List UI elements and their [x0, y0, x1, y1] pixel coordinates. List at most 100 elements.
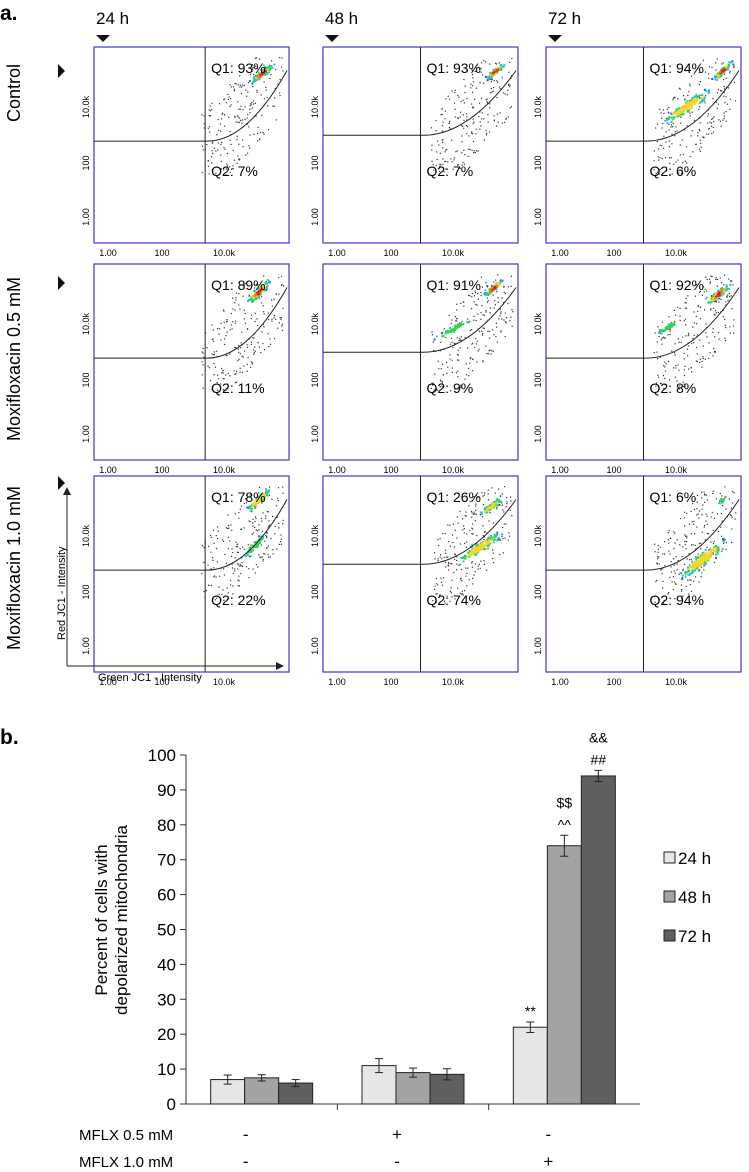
- event-dot-dense: [255, 295, 258, 298]
- event-dot: [239, 108, 241, 110]
- event-dot: [465, 125, 468, 127]
- y-tick-label: 50: [157, 921, 176, 940]
- event-dot: [699, 81, 701, 83]
- event-dot-dense: [500, 65, 502, 68]
- event-dot: [255, 564, 257, 566]
- event-dot-dense: [730, 280, 733, 283]
- event-dot: [213, 362, 215, 365]
- event-dot: [456, 559, 458, 561]
- event-dot: [261, 530, 264, 532]
- event-dot: [435, 388, 437, 390]
- event-dot: [696, 323, 698, 325]
- event-dot: [719, 277, 721, 279]
- event-dot-dense: [494, 72, 497, 75]
- event-dot: [705, 332, 707, 334]
- event-dot: [702, 136, 704, 138]
- event-dot-dense: [485, 508, 488, 511]
- event-dot: [471, 527, 473, 529]
- event-dot: [665, 170, 668, 172]
- event-dot-dense: [695, 558, 698, 561]
- event-dot: [219, 575, 221, 577]
- event-dot-dense: [271, 67, 274, 69]
- event-dot-dense: [253, 79, 255, 82]
- event-dot: [254, 572, 256, 574]
- event-dot-dense: [256, 544, 259, 547]
- event-dot: [227, 527, 229, 530]
- event-dot-dense: [260, 290, 262, 292]
- event-dot: [668, 542, 670, 544]
- event-dot: [447, 556, 449, 558]
- event-dot-dense: [485, 510, 488, 512]
- event-dot: [244, 118, 246, 120]
- event-dot: [227, 547, 229, 550]
- event-dot: [674, 314, 677, 316]
- event-dot: [245, 154, 247, 156]
- event-dot-dense: [720, 74, 723, 77]
- event-dot: [236, 162, 238, 164]
- event-dot: [256, 91, 258, 93]
- event-dot: [449, 524, 451, 526]
- event-dot: [232, 168, 234, 170]
- event-dot: [238, 304, 240, 306]
- event-dot: [496, 63, 498, 65]
- event-dot: [468, 294, 470, 296]
- event-dot: [475, 87, 477, 89]
- event-dot: [217, 142, 219, 144]
- event-dot-dense: [258, 496, 261, 499]
- treatment-label-10: MFLX 1.0 mM: [79, 1154, 173, 1171]
- event-dot-dense: [714, 75, 717, 77]
- event-dot: [668, 112, 670, 114]
- event-dot: [481, 492, 483, 494]
- event-dot: [483, 82, 485, 84]
- event-dot: [707, 115, 709, 117]
- event-dot: [241, 371, 244, 374]
- event-dot: [678, 573, 680, 575]
- row-marker-control: [58, 64, 65, 78]
- event-dot: [213, 353, 216, 355]
- event-dot-dense: [441, 335, 444, 338]
- event-dot-dense: [480, 511, 483, 514]
- event-dot-dense: [478, 547, 481, 550]
- event-dot: [472, 91, 474, 93]
- event-dot: [279, 92, 281, 94]
- event-dot: [476, 340, 478, 342]
- event-dot-dense: [253, 76, 255, 79]
- event-dot: [227, 98, 229, 100]
- event-dot: [691, 130, 693, 132]
- event-dot: [454, 554, 456, 556]
- event-dot-dense: [468, 554, 470, 557]
- event-dot: [681, 588, 683, 591]
- event-dot: [658, 598, 660, 600]
- event-dot: [703, 491, 705, 493]
- event-dot-dense: [482, 548, 485, 551]
- event-dot: [728, 278, 730, 280]
- event-dot: [471, 149, 473, 151]
- event-dot-dense: [715, 545, 717, 548]
- event-dot: [681, 590, 683, 592]
- event-dot-dense: [498, 503, 501, 506]
- event-dot-dense: [257, 76, 260, 79]
- event-dot: [479, 567, 481, 569]
- event-dot: [492, 90, 494, 92]
- event-dot-dense: [703, 564, 706, 567]
- event-dot: [679, 385, 681, 387]
- event-dot: [457, 522, 459, 524]
- event-dot: [669, 334, 671, 336]
- event-dot: [268, 318, 270, 321]
- event-dot: [657, 358, 659, 360]
- event-dot: [508, 71, 510, 73]
- event-dot: [687, 295, 689, 297]
- event-dot-dense: [721, 291, 724, 294]
- event-dot: [709, 121, 711, 123]
- event-dot-dense: [265, 282, 268, 285]
- event-dot: [476, 304, 478, 306]
- event-dot: [217, 389, 219, 391]
- event-dot: [674, 135, 676, 137]
- event-dot-dense: [260, 495, 263, 498]
- event-dot: [277, 327, 279, 329]
- event-dot: [452, 523, 454, 525]
- event-dot: [509, 535, 511, 537]
- event-dot: [713, 121, 715, 123]
- event-dot: [280, 543, 282, 545]
- event-dot: [480, 71, 482, 73]
